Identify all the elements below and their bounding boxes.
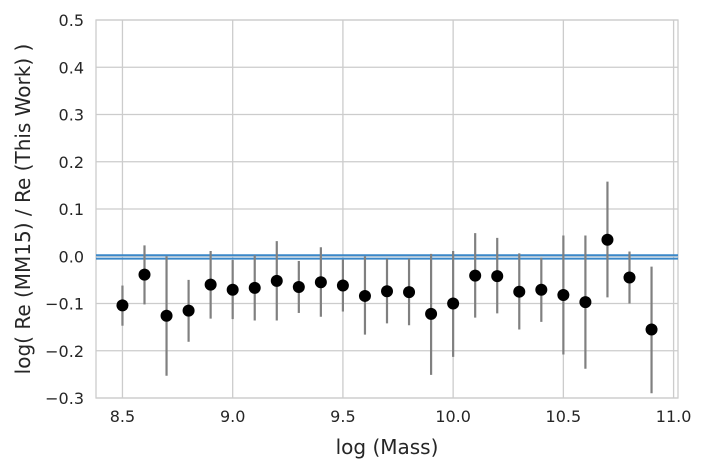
data-point [469,269,482,282]
y-tick-label: 0.0 [59,247,84,266]
y-tick-labels: −0.3 −0.2 −0.1 0.0 0.1 0.2 0.3 0.4 0.5 [45,11,84,408]
x-tick-label: 9.0 [220,407,245,426]
data-point [601,233,614,246]
y-tick-label: 0.2 [59,153,84,172]
reference-lines [96,254,678,260]
y-tick-label: 0.4 [59,58,84,77]
data-point [182,304,195,317]
data-point [535,283,548,296]
y-tick-label: 0.5 [59,11,84,30]
data-point [138,268,151,281]
data-point [204,278,217,291]
data-point [248,281,261,294]
y-tick-label: −0.1 [45,295,84,314]
y-tick-label: −0.2 [45,342,84,361]
y-tick-label: 0.3 [59,106,84,125]
x-tick-label: 9.5 [330,407,355,426]
data-point [270,274,283,287]
data-points [116,233,658,336]
data-point [336,279,349,292]
data-point [381,285,393,298]
data-point [314,276,327,289]
data-point [160,309,173,322]
data-point [491,270,504,283]
data-point [579,296,592,309]
data-point [425,307,438,320]
x-tick-label: 8.5 [110,407,135,426]
x-axis-label: log (Mass) [336,435,439,459]
grid [96,19,678,399]
data-point [292,280,305,293]
data-point [557,288,570,301]
y-tick-label: 0.1 [59,200,84,219]
data-point [403,286,416,299]
data-point [513,285,526,298]
x-tick-labels: 8.5 9.0 9.5 10.0 10.5 11.0 [110,407,692,426]
data-point [226,283,239,296]
y-axis-label: log( Re (MM15) / Re (This Work) ) [11,44,35,375]
data-point [645,323,658,336]
x-tick-label: 11.0 [656,407,692,426]
x-tick-label: 10.0 [435,407,471,426]
x-tick-label: 10.5 [546,407,582,426]
data-point [623,271,636,284]
data-point [116,299,129,312]
plot-frame [95,19,679,399]
y-tick-label: −0.3 [45,389,84,408]
data-point [447,297,460,310]
data-point [358,289,371,302]
